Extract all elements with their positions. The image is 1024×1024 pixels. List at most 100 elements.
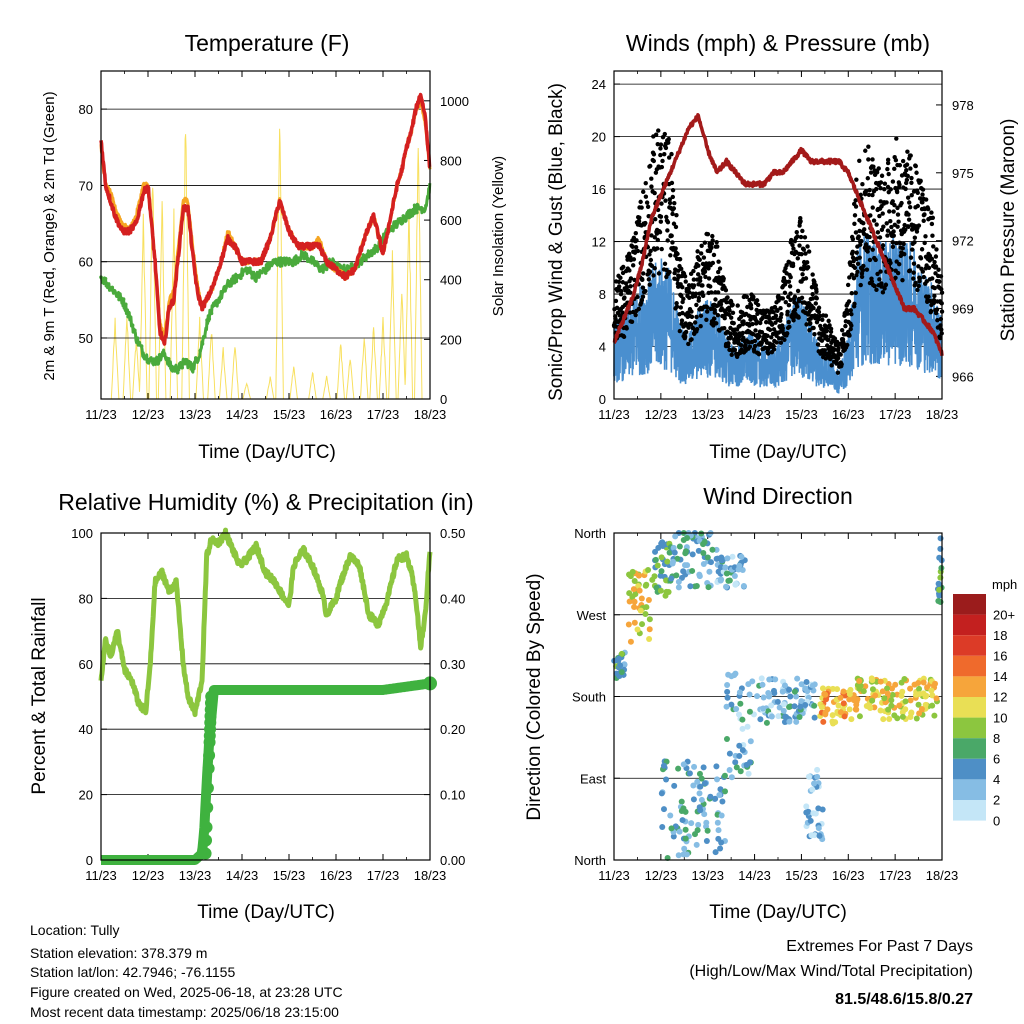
gust-point xyxy=(907,268,913,273)
direction-point xyxy=(746,708,753,715)
y-tick-label: 80 xyxy=(79,591,93,606)
direction-point xyxy=(818,704,825,711)
direction-point xyxy=(902,706,909,713)
colorbar-swatch xyxy=(953,614,986,636)
direction-point xyxy=(726,577,733,584)
gust-point xyxy=(913,163,918,169)
direction-point xyxy=(856,678,863,685)
direction-point xyxy=(663,577,670,584)
gust-point xyxy=(634,238,639,243)
gust-point xyxy=(867,257,873,263)
gust-point xyxy=(705,232,711,237)
gust-point xyxy=(897,240,903,246)
gust-point xyxy=(786,319,791,325)
direction-point xyxy=(695,821,702,828)
gust-point xyxy=(649,263,655,268)
gust-point xyxy=(653,217,658,222)
gust-point xyxy=(826,337,831,342)
gust-point xyxy=(872,283,877,289)
direction-point xyxy=(653,584,660,591)
gust-point xyxy=(683,279,688,284)
gust-point xyxy=(772,305,778,310)
gust-point xyxy=(787,324,792,330)
x-tick-label: 12/23 xyxy=(132,868,165,883)
gust-point xyxy=(689,337,694,342)
x-tick-label: 14/23 xyxy=(226,407,259,422)
gust-point xyxy=(868,170,874,175)
gust-point xyxy=(780,296,786,301)
gust-point xyxy=(857,255,862,260)
gust-point xyxy=(853,230,859,235)
y-tick-label: 60 xyxy=(79,255,93,270)
gust-point xyxy=(706,276,712,281)
direction-point xyxy=(723,735,730,742)
gust-point xyxy=(890,244,896,250)
gust-point xyxy=(722,315,727,321)
direction-point xyxy=(803,803,810,810)
gust-point xyxy=(788,275,793,280)
direction-point xyxy=(723,703,730,710)
gust-point xyxy=(874,186,879,192)
gust-point xyxy=(658,146,663,151)
dewpoint-point xyxy=(396,217,401,222)
gust-point xyxy=(823,313,829,318)
dewpoint-point xyxy=(234,279,239,284)
gust-point xyxy=(683,334,688,339)
direction-xlabel: Time (Day/UTC) xyxy=(709,902,847,923)
direction-point xyxy=(869,677,876,684)
y-tick-label: 0 xyxy=(86,853,93,868)
gust-point xyxy=(824,328,830,333)
direction-point xyxy=(781,682,788,689)
gust-point xyxy=(759,329,765,335)
gust-point xyxy=(714,321,719,326)
direction-point xyxy=(757,716,764,723)
gust-point xyxy=(797,243,802,248)
gust-point xyxy=(796,298,802,304)
gust-point xyxy=(626,251,632,256)
gust-point xyxy=(871,218,877,223)
gust-point xyxy=(859,274,865,280)
y2-tick-label: 975 xyxy=(952,166,974,181)
direction-point xyxy=(802,702,809,709)
dewpoint-point xyxy=(302,256,306,261)
gust-point xyxy=(692,320,698,325)
temperature-ylabel: 2m & 9m T (Red, Orange) & 2m Td (Green) xyxy=(41,91,58,380)
gust-point xyxy=(631,257,637,262)
gust-point xyxy=(891,229,896,234)
gust-point xyxy=(646,277,652,282)
gust-point xyxy=(698,313,704,318)
dewpoint-point xyxy=(399,221,403,226)
gust-point xyxy=(647,282,652,287)
direction-point xyxy=(658,554,665,561)
gust-point xyxy=(724,299,729,305)
gust-point xyxy=(880,243,886,248)
gust-point xyxy=(849,312,854,317)
gust-point xyxy=(897,163,903,168)
gust-point xyxy=(644,200,650,205)
gust-point xyxy=(710,233,715,239)
dewpoint-point xyxy=(304,252,309,256)
gust-point xyxy=(878,180,884,185)
gust-point xyxy=(890,240,895,245)
gust-point xyxy=(930,215,936,220)
gust-point xyxy=(858,192,863,198)
gust-point xyxy=(774,340,779,345)
gust-point xyxy=(879,281,884,286)
dewpoint-point xyxy=(408,208,412,213)
gust-point xyxy=(778,306,783,311)
gust-point xyxy=(852,213,858,218)
gust-point xyxy=(752,338,758,344)
gust-point xyxy=(694,314,699,320)
direction-point xyxy=(809,786,816,793)
dewpoint-point xyxy=(128,315,133,319)
dewpoint-point xyxy=(166,356,171,361)
gust-point xyxy=(905,149,910,154)
gust-point xyxy=(906,224,911,230)
gust-point xyxy=(794,229,799,235)
direction-point xyxy=(810,810,817,817)
y-tick-label: 16 xyxy=(592,182,606,197)
gust-point xyxy=(667,269,672,275)
gust-point xyxy=(931,244,936,249)
direction-point xyxy=(816,832,823,839)
